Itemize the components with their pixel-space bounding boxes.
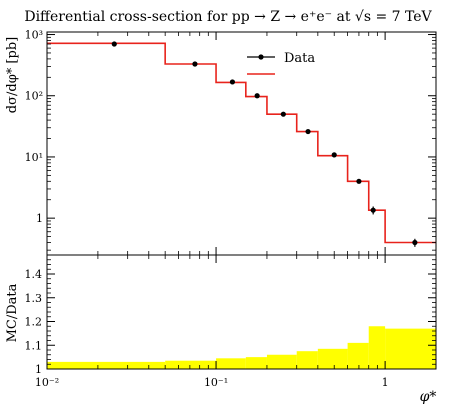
- ratio-y-tick-label: 1.4: [25, 268, 43, 281]
- ratio-band-bin: [47, 362, 165, 369]
- x-tick-label: 10⁻²: [35, 376, 59, 389]
- ratio-band-bin: [318, 349, 348, 369]
- data-point: [412, 240, 417, 245]
- main-y-tick-label: 10¹: [25, 151, 43, 164]
- ratio-panel: 1 1.1 1.2 1.3 1.4 10⁻² 10⁻¹ 1: [25, 255, 437, 389]
- legend-data-label: Data: [284, 51, 315, 66]
- data-point: [112, 41, 117, 46]
- main-panel: 10³ 10² 10¹ 1 Data: [25, 29, 436, 255]
- data-point: [305, 129, 310, 134]
- ratio-y-tick-label: 1.1: [25, 339, 43, 352]
- data-point: [192, 61, 197, 66]
- data-point: [255, 93, 260, 98]
- ratio-y-axis-label: MC/Data: [5, 283, 20, 342]
- ratio-y-tick-label: 1.3: [25, 292, 43, 305]
- ratio-y-tick-label: 1: [35, 363, 42, 376]
- data-point: [356, 179, 361, 184]
- ratio-band-bin: [297, 351, 318, 369]
- ratio-band-bin: [216, 358, 246, 369]
- main-y-tick-label: 1: [36, 212, 43, 225]
- x-tick-label: 10⁻¹: [204, 376, 228, 389]
- chart-title: Differential cross-section for pp → Z → …: [24, 9, 432, 25]
- ratio-band-bin: [267, 355, 297, 369]
- legend-data-marker: [258, 54, 263, 59]
- ratio-band-bin: [246, 357, 267, 369]
- data-point: [281, 112, 286, 117]
- ratio-band-bin: [348, 343, 369, 369]
- ratio-y-tick-label: 1.2: [25, 316, 43, 329]
- main-y-tick-label: 10²: [25, 90, 43, 103]
- data-point: [332, 152, 337, 157]
- x-tick-label: 1: [382, 376, 389, 389]
- legend: Data: [247, 51, 315, 74]
- mc-histogram-line: [47, 43, 436, 242]
- main-y-tick-label: 10³: [25, 29, 43, 42]
- main-y-axis-label: dσ/dφ* [pb]: [5, 37, 20, 113]
- ratio-band-bin: [385, 329, 436, 369]
- x-axis-label: φ*: [420, 389, 437, 405]
- data-point: [230, 79, 235, 84]
- data-point: [371, 208, 376, 213]
- ratio-band-bin: [369, 326, 385, 369]
- main-plot-frame: [47, 32, 436, 255]
